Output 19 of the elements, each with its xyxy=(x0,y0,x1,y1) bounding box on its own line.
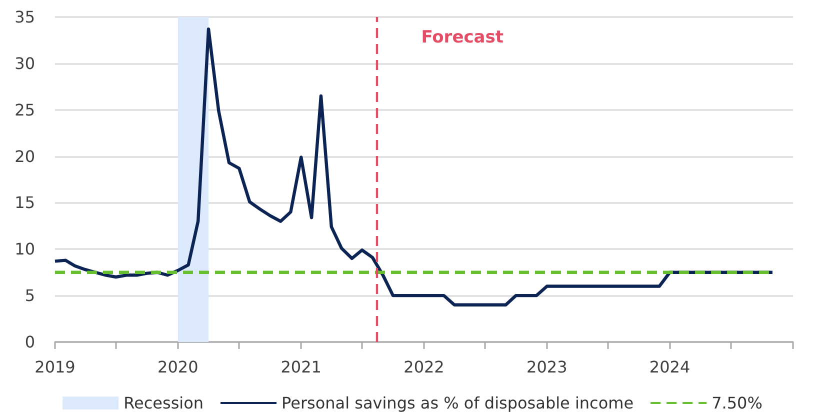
x-tick-label: 2024 xyxy=(649,358,690,376)
x-tick-label: 2023 xyxy=(526,358,568,376)
legend-label: Recession xyxy=(124,394,204,412)
y-tick-label: 20 xyxy=(14,146,35,166)
y-tick-label: 30 xyxy=(14,54,35,73)
y-tick-label: 10 xyxy=(14,240,35,259)
legend-label: 7.50% xyxy=(712,394,762,412)
legend-label: Personal savings as % of disposable income xyxy=(282,394,634,412)
x-tick-label: 2020 xyxy=(158,358,198,376)
y-tick-label: 15 xyxy=(14,193,35,212)
x-tick-label: 2022 xyxy=(404,358,444,376)
y-tick-label: 5 xyxy=(24,286,35,306)
x-tick-label: 2021 xyxy=(280,358,322,376)
y-tick-label: 0 xyxy=(24,332,35,352)
line-series xyxy=(53,27,774,306)
x-tick-label: 2019 xyxy=(34,358,76,376)
y-tick-label: 35 xyxy=(14,8,35,26)
ref-line-label: Forecast xyxy=(421,28,504,48)
y-tick-label: 25 xyxy=(14,100,35,120)
